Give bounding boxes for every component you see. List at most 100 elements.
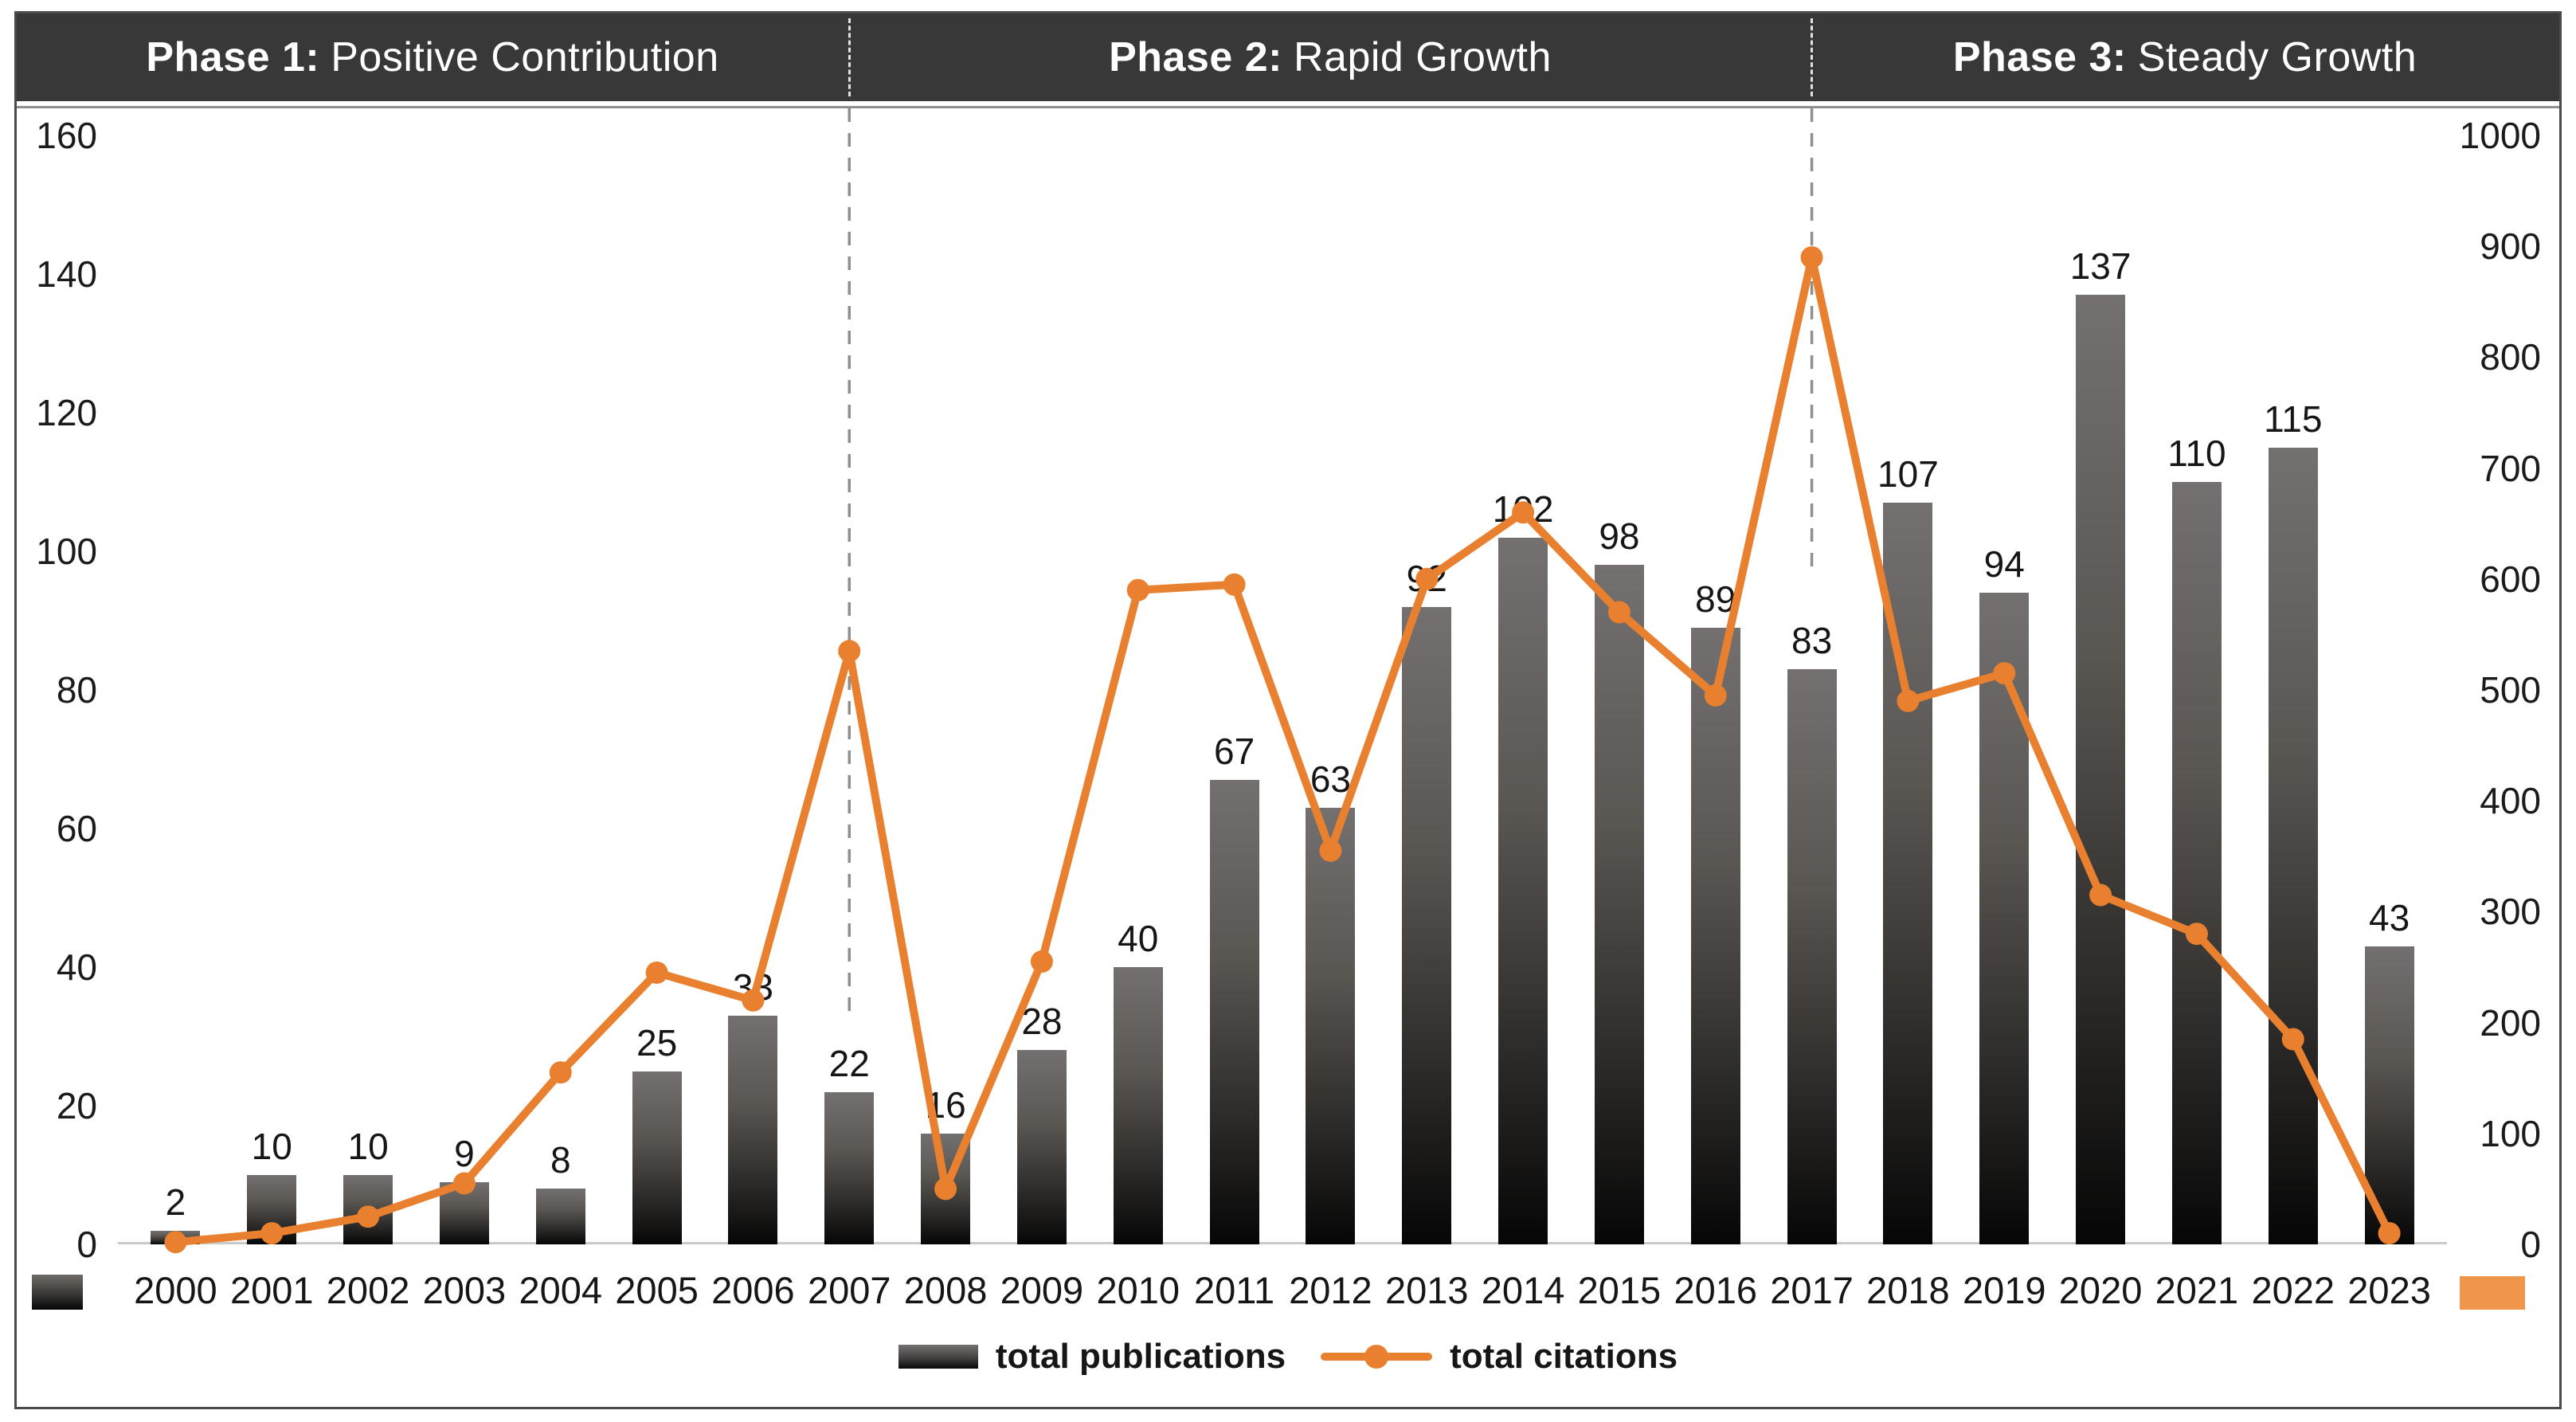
x-axis-label-2007: 2007: [807, 1269, 891, 1311]
left-axis-tick-120: 120: [36, 392, 97, 433]
bar-2021: [2171, 482, 2222, 1244]
bar-2020: [2076, 295, 2126, 1244]
citations-line-dot: [1364, 1345, 1389, 1369]
bar-value-2015: 98: [1599, 515, 1640, 558]
citations-marker-2018: [1897, 689, 1920, 712]
right-axis-tick-100: 100: [2480, 1112, 2541, 1154]
right-axis-tick-400: 400: [2480, 780, 2541, 822]
phase-1-prefix: Phase 1:: [146, 34, 320, 80]
x-axis-label-2001: 2001: [229, 1269, 314, 1311]
left-axis-tick-60: 60: [56, 808, 97, 849]
bar-value-2002: 10: [347, 1126, 389, 1167]
total-citations-line: [171, 253, 2394, 1247]
bar-2005: [632, 1071, 682, 1244]
citations-marker-2005: [645, 961, 668, 984]
citations-marker-2008: [934, 1177, 957, 1201]
phase-2-name: Rapid Growth: [1293, 34, 1552, 80]
bar-value-2003: 9: [454, 1132, 475, 1174]
citations-marker-2009: [1030, 950, 1053, 973]
bar-value-2000: 2: [165, 1181, 186, 1223]
citations-marker-2007: [838, 640, 861, 663]
citations-marker-2016: [1704, 684, 1727, 707]
citations-marker-2004: [549, 1061, 572, 1084]
bar-2010: [1113, 967, 1163, 1244]
phase-2-prefix: Phase 2:: [1109, 34, 1282, 80]
x-axis-label-2022: 2022: [2251, 1269, 2335, 1311]
bar-value-2009: 28: [1021, 1001, 1063, 1043]
citations-marker-2002: [357, 1205, 380, 1228]
left-axis-tick-160: 160: [36, 115, 97, 156]
bar-value-2021: 110: [2167, 433, 2226, 474]
citations-marker-2023: [2378, 1222, 2401, 1245]
chart-frame: [14, 11, 2562, 1409]
x-axis-label-2023: 2023: [2347, 1269, 2431, 1311]
legend-item-publications: total publications: [898, 1337, 1286, 1377]
citations-marker-2006: [742, 989, 765, 1012]
publications-swatch-icon: [898, 1345, 978, 1369]
right-axis-tick-200: 200: [2480, 1001, 2541, 1044]
phase-1-name: Positive Contribution: [331, 34, 719, 80]
legend-item-citations: total citations: [1321, 1337, 1678, 1377]
bar-value-2011: 67: [1213, 731, 1255, 773]
right-axis-tick-600: 600: [2480, 558, 2541, 600]
left-axis-tick-40: 40: [56, 946, 97, 988]
right-axis-tick-0: 0: [2520, 1224, 2541, 1265]
x-axis-label-2010: 2010: [1096, 1269, 1180, 1311]
x-axis-label-2016: 2016: [1674, 1269, 1758, 1311]
right-axis-tick-800: 800: [2480, 336, 2541, 378]
legend: total publications total citations: [0, 1329, 2576, 1385]
x-axis-label-2000: 2000: [134, 1269, 217, 1311]
x-axis-label-2008: 2008: [903, 1269, 988, 1311]
citations-marker-2020: [2089, 883, 2112, 907]
bar-2006: [728, 1015, 778, 1244]
header-underline: [17, 106, 2559, 108]
bar-value-2019: 94: [1983, 543, 2025, 586]
citations-marker-2013: [1415, 567, 1439, 590]
citations-marker-2021: [2185, 923, 2208, 946]
x-axis-label-2004: 2004: [519, 1269, 603, 1311]
bar-2017: [1787, 668, 1837, 1244]
phase-3-prefix: Phase 3:: [1952, 34, 2127, 80]
citations-marker-2015: [1607, 601, 1631, 624]
bar-value-2001: 10: [251, 1126, 292, 1167]
x-axis-label-2013: 2013: [1384, 1269, 1469, 1311]
citations-marker-2001: [260, 1222, 284, 1245]
bar-value-2010: 40: [1118, 918, 1159, 959]
left-axis-tick-80: 80: [56, 669, 97, 711]
phase-3-title: Phase 3: Steady Growth: [1953, 14, 2417, 101]
citations-marker-2011: [1223, 573, 1246, 596]
x-axis-label-2014: 2014: [1481, 1269, 1565, 1311]
phase-2-title: Phase 2: Rapid Growth: [1109, 14, 1552, 101]
bar-value-2007: 22: [828, 1042, 870, 1084]
citations-marker-2012: [1319, 839, 1342, 862]
citations-marker-2022: [2281, 1028, 2304, 1051]
right-axis-color-swatch: [2460, 1276, 2525, 1310]
x-axis-label-2009: 2009: [1000, 1269, 1084, 1311]
bar-value-2012: 63: [1310, 758, 1351, 800]
citations-marker-2003: [452, 1172, 476, 1195]
phase-divider-dash-1: [848, 18, 851, 96]
bar-value-2005: 25: [636, 1021, 678, 1064]
citations-line-icon: [1321, 1345, 1433, 1369]
bar-2007: [824, 1091, 875, 1244]
right-axis-tick-300: 300: [2480, 891, 2541, 933]
phase-3-name: Steady Growth: [2137, 34, 2417, 80]
bar-value-2017: 83: [1791, 619, 1833, 661]
bar-2022: [2268, 447, 2318, 1244]
x-axis-label-2012: 2012: [1289, 1269, 1372, 1311]
citations-marker-2010: [1126, 578, 1149, 601]
x-axis-label-2011: 2011: [1194, 1269, 1275, 1311]
legend-label-publications: total publications: [995, 1337, 1286, 1376]
bar-value-2023: 43: [2368, 896, 2410, 938]
left-axis-tick-0: 0: [76, 1224, 97, 1265]
left-axis-tick-140: 140: [36, 253, 97, 295]
left-axis-color-swatch: [32, 1275, 83, 1310]
bar-2015: [1594, 565, 1644, 1244]
citations-marker-2017: [1800, 246, 1823, 269]
x-axis-label-2005: 2005: [615, 1269, 699, 1311]
bar-value-2022: 115: [2264, 398, 2323, 440]
left-axis-tick-100: 100: [36, 531, 97, 572]
bar-value-2018: 107: [1877, 453, 1939, 496]
